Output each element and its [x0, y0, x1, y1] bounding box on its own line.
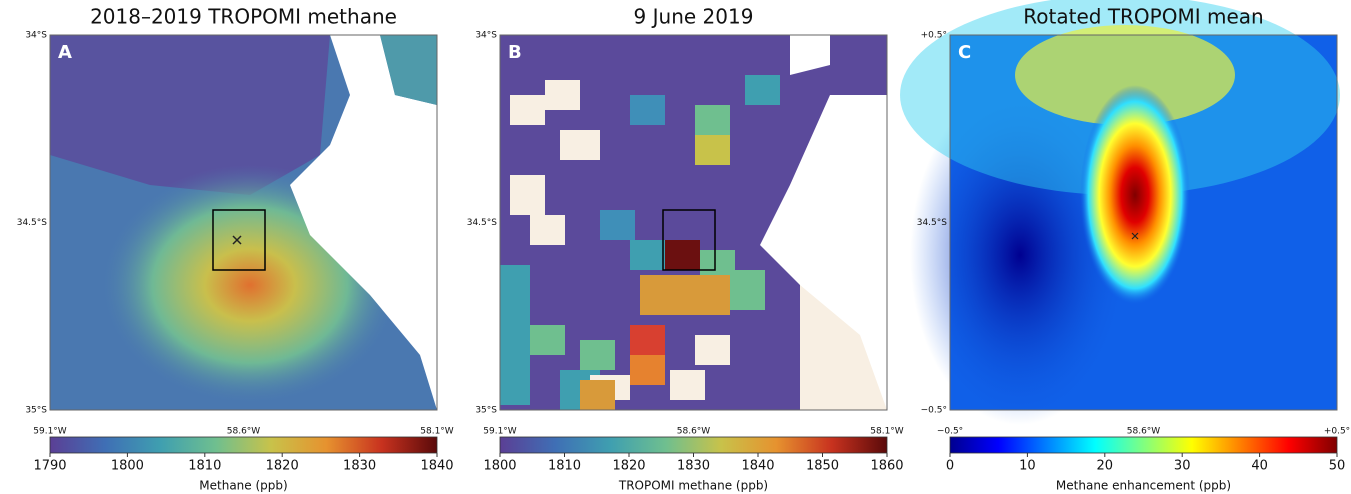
colorbar-tick-label: 1800 — [111, 459, 144, 474]
panel-title: Rotated TROPOMI mean — [1023, 5, 1263, 29]
panel-letter: B — [508, 42, 522, 63]
map-c — [900, 0, 1340, 425]
colorbar-tick-label: 1810 — [548, 459, 581, 474]
colorbar-tick-label: 1800 — [483, 459, 516, 474]
lon-label: 58.6°W — [1127, 427, 1161, 437]
colorbar-tick-label: 50 — [1329, 459, 1346, 474]
lat-label: 35°S — [475, 406, 497, 416]
colorbar-tick-label: 30 — [1174, 459, 1191, 474]
panel-letter: C — [958, 42, 971, 63]
panel-title: 9 June 2019 — [634, 5, 754, 29]
lat-label: −0.5° — [921, 406, 947, 416]
map-b — [500, 35, 887, 410]
colorbar-tick-label: 1830 — [677, 459, 710, 474]
lat-label: 34.5°S — [917, 218, 948, 228]
lon-label: 58.1°W — [870, 427, 904, 437]
colorbar-label: Methane enhancement (ppb) — [1056, 479, 1231, 493]
colorbar-tick-label: 1820 — [612, 459, 645, 474]
colorbar — [500, 437, 887, 453]
colorbar-label: TROPOMI methane (ppb) — [618, 479, 768, 493]
colorbar-label: Methane (ppb) — [199, 479, 287, 493]
lat-label: 34°S — [25, 31, 47, 41]
figure: 2018–2019 TROPOMI methane A 34°S 34.5°S 35°S… — [0, 0, 1351, 494]
colorbar-tick-label: 20 — [1097, 459, 1114, 474]
lon-label: 58.6°W — [677, 427, 711, 437]
panel-letter: A — [58, 42, 72, 63]
lat-label: 34.5°S — [467, 218, 498, 228]
lon-label: 58.6°W — [227, 427, 261, 437]
colorbar-tick-label: 1830 — [343, 459, 376, 474]
map-a — [50, 35, 437, 410]
colorbar-tick-label: 10 — [1019, 459, 1036, 474]
colorbar-tick-label: 1810 — [188, 459, 221, 474]
colorbar-tick-label: 1790 — [33, 459, 66, 474]
colorbar-tick-label: 1840 — [741, 459, 774, 474]
lat-label: +0.5° — [921, 31, 947, 41]
lat-label: 35°S — [25, 406, 47, 416]
lon-label: 59.1°W — [483, 427, 517, 437]
colorbar — [950, 437, 1337, 453]
lon-label: −0.5° — [937, 427, 963, 437]
colorbar — [50, 437, 437, 453]
lon-label: 58.1°W — [420, 427, 454, 437]
lon-label: +0.5° — [1324, 427, 1350, 437]
lon-label: 59.1°W — [33, 427, 67, 437]
colorbar-tick-label: 1840 — [420, 459, 453, 474]
colorbar-tick-label: 40 — [1251, 459, 1268, 474]
lat-label: 34.5°S — [17, 218, 48, 228]
colorbar-tick-label: 1820 — [266, 459, 299, 474]
colorbar-tick-label: 0 — [946, 459, 954, 474]
panel-title: 2018–2019 TROPOMI methane — [90, 5, 397, 29]
lat-label: 34°S — [475, 31, 497, 41]
colorbar-tick-label: 1850 — [806, 459, 839, 474]
colorbar-tick-label: 1860 — [870, 459, 903, 474]
